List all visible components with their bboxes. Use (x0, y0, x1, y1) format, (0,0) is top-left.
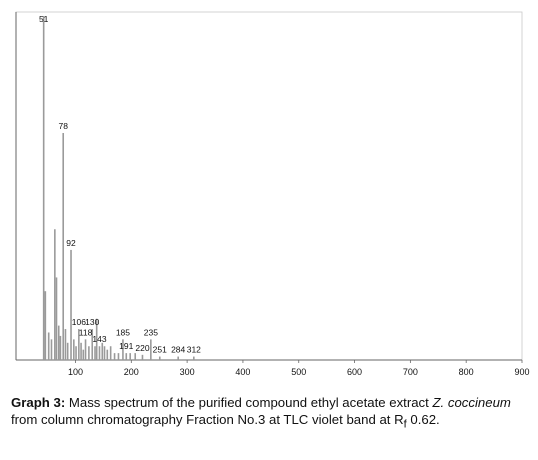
peak-label: 312 (187, 345, 201, 355)
peak-bars (42, 16, 195, 360)
peak-label: 191 (119, 341, 133, 351)
caption-species: Z. coccineum (432, 395, 511, 410)
peak-label: 118 (79, 327, 93, 337)
x-tick-label: 900 (514, 367, 529, 377)
caption-text-end: 0.62. (406, 412, 440, 427)
caption-text-before: Mass spectrum of the purified compound e… (65, 395, 433, 410)
caption-label: Graph 3: (11, 395, 66, 410)
figure-caption: Graph 3: Mass spectrum of the purified c… (11, 394, 531, 434)
peak-label: 130 (85, 317, 99, 327)
x-tick-label: 600 (347, 367, 362, 377)
caption-text-after: from column chromatography Fraction No.3… (11, 412, 404, 427)
peak-label: 106 (72, 317, 86, 327)
x-tick-label: 800 (459, 367, 474, 377)
plot-frame (15, 11, 523, 361)
peak-label: 92 (66, 238, 76, 248)
x-tick-label: 400 (235, 367, 250, 377)
peak-label: 51 (39, 14, 49, 24)
peak-label: 185 (116, 327, 130, 337)
peak-label: 143 (92, 334, 106, 344)
peak-label: 284 (171, 345, 185, 355)
x-tick-label: 300 (180, 367, 195, 377)
x-tick-label: 200 (124, 367, 139, 377)
x-tick-label: 700 (403, 367, 418, 377)
peak-label: 220 (135, 343, 149, 353)
x-tick-label: 500 (291, 367, 306, 377)
peak-label: 235 (144, 327, 158, 337)
x-tick-label: 100 (68, 367, 83, 377)
x-ticks: 100 200 300 400 500 600 700 800 900 (68, 360, 530, 377)
caption-subscript: f (403, 418, 407, 431)
mass-spectrum-chart: 100 200 300 400 500 600 700 800 900 51 78 92 106118… (15, 11, 530, 377)
peak-label: 251 (153, 345, 167, 355)
peak-label: 78 (58, 121, 68, 131)
